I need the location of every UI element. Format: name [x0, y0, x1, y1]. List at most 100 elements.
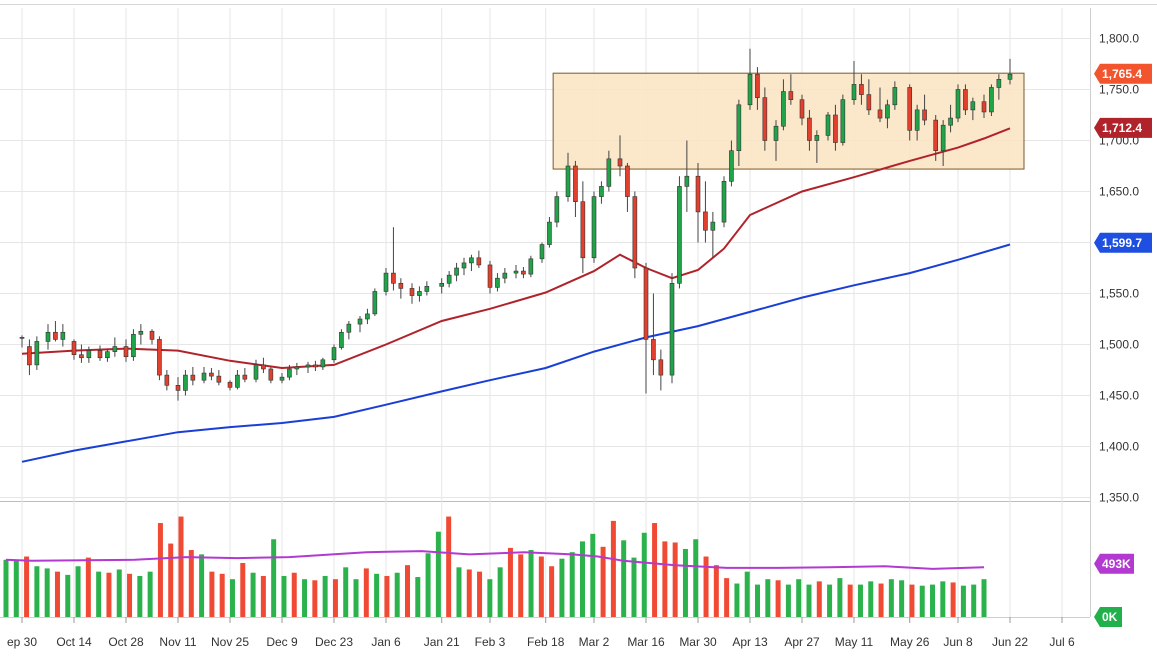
grid	[0, 4, 1157, 618]
candle-down	[963, 89, 968, 111]
candle-down	[313, 364, 318, 368]
volume-bar-up	[930, 584, 936, 617]
candle-down	[97, 350, 103, 359]
candle-up	[235, 374, 240, 388]
candle-up	[279, 376, 285, 381]
volume-bar-down	[168, 543, 174, 617]
candle-down	[799, 99, 805, 119]
candle-up	[781, 91, 786, 127]
candle-up	[446, 274, 452, 284]
candle-up	[721, 181, 727, 223]
volume-average-line	[5, 550, 985, 570]
volume-bar-down	[847, 584, 853, 617]
candle-up	[320, 359, 326, 368]
x-tick-label: Feb 18	[527, 635, 565, 649]
candle-up	[383, 272, 389, 292]
candle-down	[933, 119, 939, 151]
moving-average-long-line	[21, 243, 1011, 463]
volume-bar-down	[260, 575, 266, 617]
volume-bar-up	[116, 569, 122, 617]
candle-up	[513, 270, 519, 274]
candle-down	[762, 97, 768, 141]
candle-down	[242, 374, 248, 380]
volume-bar-up	[559, 558, 565, 617]
volume-bar-down	[404, 565, 410, 617]
candle-up	[528, 258, 534, 275]
volume-bar-up	[271, 539, 277, 617]
candle-up	[287, 368, 292, 378]
volume-bar-up	[755, 584, 761, 617]
volume-bar-up	[569, 552, 575, 617]
candle-down	[833, 114, 838, 143]
candle-up	[948, 117, 953, 126]
candle-up	[131, 333, 136, 358]
volume-bar-up	[744, 571, 750, 617]
volume-bar-up	[487, 579, 493, 617]
volume-bar-down	[878, 583, 884, 617]
candle-down	[658, 359, 664, 376]
volume-bar-down	[291, 572, 297, 617]
candle-up	[201, 372, 207, 381]
volume-bar-up	[229, 579, 235, 617]
price-badges-layer: 1,765.4 1,712.4 1,599.7 493K 0K	[1094, 63, 1152, 627]
candle-down	[53, 331, 58, 340]
candle-down	[149, 330, 155, 340]
candle-down	[409, 288, 415, 296]
candle-down	[877, 109, 883, 119]
volume-bar-down	[652, 523, 658, 617]
candle-down	[190, 374, 196, 381]
candle-down	[521, 270, 526, 275]
volume-bar-up	[837, 578, 843, 617]
volume-bar-down	[662, 541, 668, 617]
volume-bar-up	[415, 577, 421, 617]
price-badge-1-text: 1,712.4	[1102, 121, 1142, 135]
candle-up	[851, 84, 857, 101]
volume-zero-badge-shape	[1094, 607, 1122, 627]
volume-bar-down	[816, 581, 822, 617]
candle-up	[565, 165, 571, 197]
volume-bar-down	[332, 579, 338, 617]
candle-up	[970, 101, 976, 111]
volume-bar-down	[446, 516, 452, 617]
volume-bar-up	[456, 567, 462, 617]
candle-down	[27, 346, 32, 366]
volume-bar-up	[497, 567, 503, 617]
volume-bar-up	[75, 566, 81, 617]
volume-bar-down	[24, 556, 30, 617]
candle-up	[424, 286, 430, 292]
candle-up	[814, 135, 820, 141]
candle-down	[175, 384, 181, 391]
x-tick-label: Nov 25	[211, 635, 249, 649]
candle-up	[365, 313, 370, 320]
y-tick-label: 1,350.0	[1099, 491, 1139, 505]
volume-bar-up	[693, 539, 699, 617]
volume-bar-down	[106, 572, 112, 617]
price-badge-2-text: 1,599.7	[1102, 236, 1142, 250]
x-tick-label: Jun 8	[943, 635, 973, 649]
volume-bar-up	[281, 575, 287, 617]
volume-bar-up	[353, 579, 359, 617]
volume-bar-up	[806, 584, 812, 617]
volume-bar-down	[219, 573, 225, 617]
candles-layer	[19, 48, 1013, 401]
y-tick-label: 1,500.0	[1099, 338, 1139, 352]
volume-bar-up	[435, 531, 441, 617]
volume-bar-down	[950, 582, 956, 617]
candle-up	[747, 73, 753, 106]
volume-average-badge-text: 493K	[1102, 557, 1131, 571]
x-tick-label: Nov 11	[159, 635, 196, 649]
candle-up	[372, 291, 378, 315]
candle-down	[227, 381, 233, 388]
price-badge-0-text: 1,765.4	[1102, 67, 1142, 81]
volume-bar-up	[137, 575, 143, 617]
candle-up	[677, 186, 682, 284]
x-tick-label: Oct 28	[108, 635, 144, 649]
candle-up	[547, 221, 552, 245]
consolidation-box-layer	[552, 72, 1025, 170]
moving-average-short-line	[21, 127, 1011, 370]
y-tick-label: 1,750.0	[1099, 83, 1139, 97]
candle-down	[981, 101, 987, 113]
x-tick-label: Jul 6	[1049, 635, 1075, 649]
volume-bar-up	[682, 548, 688, 617]
